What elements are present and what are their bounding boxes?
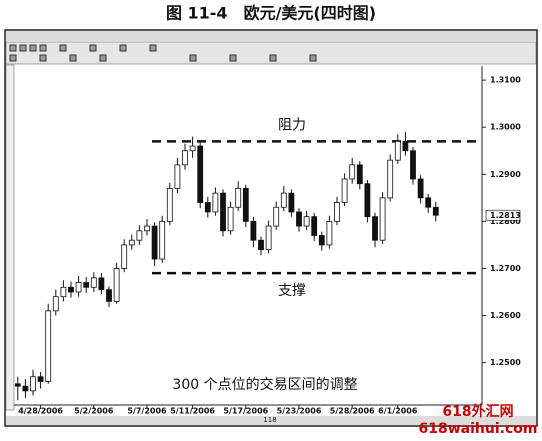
candle-body <box>273 206 280 227</box>
candle-body <box>394 140 401 161</box>
reference-label: 阻力 <box>278 117 306 133</box>
candle-body <box>45 310 52 382</box>
candle-body <box>296 211 302 227</box>
candle-body <box>14 383 21 387</box>
chart-title: 图 11-4 欧元/美元(四时图) <box>166 4 376 23</box>
candle-body <box>182 150 188 166</box>
candle-body <box>212 192 219 213</box>
y-tick-label: 1.3100 <box>490 76 521 85</box>
status-bar <box>6 416 536 425</box>
candle-body <box>334 202 340 222</box>
candle-body <box>75 282 82 293</box>
toolbar <box>5 41 537 65</box>
candle-body <box>288 192 295 213</box>
candle-body <box>303 216 310 227</box>
candle-body <box>144 225 150 232</box>
candle-body <box>98 277 105 291</box>
candle-body <box>311 216 318 236</box>
annotation: 300 个点位的交易区间的调整 <box>172 376 357 393</box>
reference-label: 支撑 <box>278 283 306 299</box>
candle-body <box>128 239 135 246</box>
side-toolbar <box>5 64 15 411</box>
candle-body <box>432 206 439 216</box>
candle-body <box>227 206 234 232</box>
candle-body <box>326 220 333 246</box>
watermark: 618外汇网 <box>442 403 513 420</box>
x-tick-label: 5/7/2006 <box>127 407 167 416</box>
x-tick-label: 5/11/2006 <box>170 407 215 416</box>
candle-body <box>417 178 424 199</box>
y-tick-label: 1.2800 <box>490 217 521 226</box>
candle-body <box>349 164 356 180</box>
last-price-label: 1.2813 <box>490 211 521 220</box>
x-tick-label: 5/17/2006 <box>223 407 268 416</box>
candle-body <box>121 244 128 269</box>
menu-bar <box>6 31 536 41</box>
candle-body <box>113 268 120 302</box>
candle-body <box>204 202 211 213</box>
candle-body <box>174 164 181 189</box>
candle-body <box>387 159 394 199</box>
candle-body <box>166 188 173 222</box>
candle-body <box>372 216 378 241</box>
candle-body <box>220 192 226 232</box>
candle-body <box>90 277 97 288</box>
page-number: 118 <box>263 416 276 424</box>
candle-body <box>37 376 44 382</box>
x-tick-label: 5/28/2006 <box>330 407 375 416</box>
candle-body <box>379 197 386 241</box>
x-tick-label: 4/28/2006 <box>18 407 63 416</box>
candle-body <box>318 235 325 246</box>
last-price-box <box>485 209 521 221</box>
y-tick-label: 1.2600 <box>490 311 521 320</box>
candle-body <box>106 289 112 302</box>
candle-body <box>265 225 272 251</box>
candle-body <box>341 178 348 203</box>
candle-body <box>197 145 204 203</box>
candle-body <box>280 192 287 208</box>
candle-body <box>68 286 74 293</box>
candle-body <box>60 286 67 298</box>
x-tick-label: 5/2/2006 <box>74 407 114 416</box>
candle-body <box>83 282 90 288</box>
x-tick-label: 5/23/2006 <box>277 407 322 416</box>
y-tick-label: 1.2500 <box>490 358 521 367</box>
candle-body <box>52 296 59 312</box>
candle-body <box>410 150 416 180</box>
candle-body <box>258 239 264 251</box>
candle-body <box>151 225 158 260</box>
y-tick-label: 1.2900 <box>490 170 521 179</box>
candle-body <box>402 140 409 152</box>
candle-body <box>22 385 29 392</box>
toolbar-icons <box>9 44 317 62</box>
candle-body <box>189 145 196 152</box>
candle-body <box>235 188 242 208</box>
candle-body <box>30 376 36 392</box>
candle-body <box>136 230 143 241</box>
candle-body <box>250 220 257 241</box>
y-tick-label: 1.3000 <box>490 123 521 132</box>
candle-body <box>364 183 371 218</box>
candle-body <box>425 197 432 208</box>
x-tick-label: 6/1/2006 <box>378 407 418 416</box>
watermark: 618waihui.com <box>419 421 538 437</box>
candle-body <box>242 188 249 222</box>
candle-body <box>159 220 166 260</box>
candle-body <box>356 164 363 185</box>
y-tick-label: 1.2700 <box>490 264 521 273</box>
